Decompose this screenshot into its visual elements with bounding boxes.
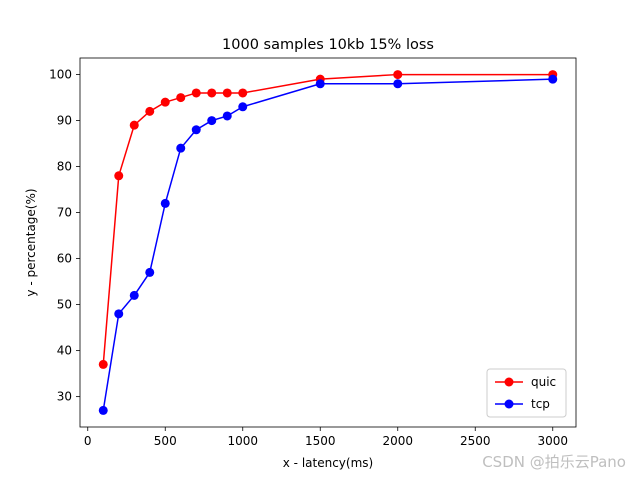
data-point-tcp — [207, 116, 217, 126]
data-point-quic — [98, 359, 108, 369]
y-tick-label: 50 — [57, 298, 72, 312]
data-point-quic — [222, 88, 232, 98]
data-point-quic — [129, 120, 139, 130]
series-line-tcp — [102, 78, 553, 411]
legend-item-quic: quic — [495, 375, 556, 389]
legend-label: quic — [531, 375, 556, 389]
series-tcp — [98, 74, 558, 415]
data-point-tcp — [315, 79, 325, 89]
y-tick-label: 30 — [57, 390, 72, 404]
data-point-tcp — [98, 405, 108, 415]
y-tick-label: 80 — [57, 160, 72, 174]
y-tick-label: 40 — [57, 344, 72, 358]
data-point-tcp — [393, 79, 403, 89]
data-point-quic — [238, 88, 248, 98]
y-tick-label: 90 — [57, 114, 72, 128]
x-tick-label: 0 — [84, 434, 92, 448]
y-axis-label: y - percentage(%) — [24, 188, 38, 296]
data-point-tcp — [191, 125, 201, 135]
chart-title: 1000 samples 10kb 15% loss — [222, 37, 434, 53]
data-point-tcp — [548, 74, 558, 84]
data-point-tcp — [145, 267, 155, 277]
plot-frame — [79, 57, 577, 428]
data-point-quic — [176, 93, 186, 103]
x-tick-label: 1500 — [305, 434, 336, 448]
data-point-quic — [191, 88, 201, 98]
data-point-quic — [145, 106, 155, 116]
data-point-tcp — [238, 102, 248, 112]
axes: 0 500 1000 1500 2000 2500 3000 30 40 50 60 70 80 90 10… — [49, 57, 577, 448]
legend-item-tcp: tcp — [495, 397, 550, 411]
data-point-tcp — [222, 111, 232, 121]
series-layer — [98, 70, 558, 415]
legend: quic tcp — [486, 368, 567, 418]
data-point-tcp — [114, 309, 124, 319]
data-point-quic — [393, 70, 403, 80]
series-quic — [98, 70, 558, 369]
legend-swatch-marker — [504, 399, 514, 409]
legend-swatch-marker — [504, 377, 514, 387]
data-point-tcp — [160, 198, 170, 208]
y-tick-label: 70 — [57, 206, 72, 220]
series-line-quic — [102, 73, 553, 365]
x-tick-label: 2500 — [460, 434, 491, 448]
data-point-tcp — [129, 290, 139, 300]
y-tick-label: 100 — [49, 68, 72, 82]
x-tick-label: 3000 — [537, 434, 568, 448]
x-tick-label: 2000 — [382, 434, 413, 448]
x-tick-label: 1000 — [227, 434, 258, 448]
data-point-quic — [207, 88, 217, 98]
data-point-tcp — [176, 143, 186, 153]
x-axis-label: x - latency(ms) — [283, 456, 373, 470]
x-tick-label: 500 — [154, 434, 177, 448]
legend-label: tcp — [531, 397, 550, 411]
watermark-text: CSDN @拍乐云Pano — [482, 453, 626, 471]
data-point-quic — [114, 171, 124, 181]
y-tick-label: 60 — [57, 252, 72, 266]
data-point-quic — [160, 97, 170, 107]
